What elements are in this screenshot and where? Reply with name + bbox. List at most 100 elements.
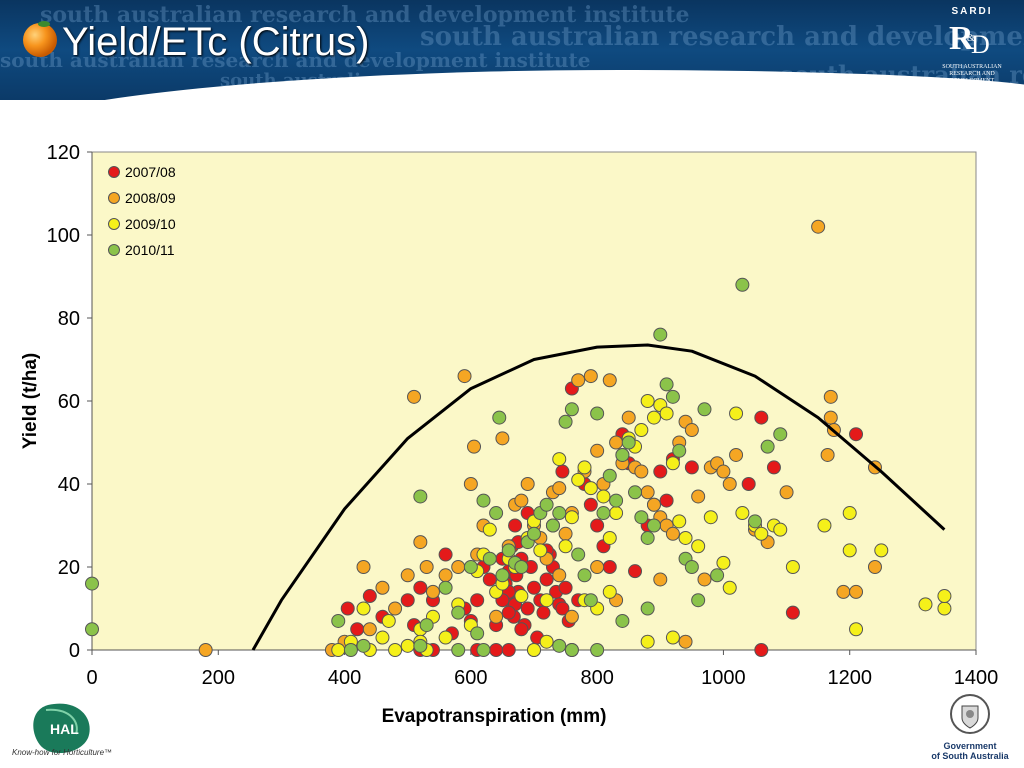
plot-area	[91, 151, 977, 651]
data-point-2010-11	[552, 506, 567, 521]
data-point-2008-09	[356, 560, 371, 574]
data-point-2009-10	[539, 593, 554, 608]
data-point-2008-09	[375, 580, 390, 595]
data-point-2007-08	[536, 605, 551, 620]
data-point-2009-10	[602, 584, 617, 599]
data-point-2007-08	[849, 427, 864, 442]
data-point-2008-09	[419, 560, 434, 574]
data-point-2007-08	[602, 560, 617, 574]
data-point-2010-11	[489, 506, 504, 521]
data-point-2009-10	[665, 456, 680, 471]
data-point-2009-10	[678, 530, 693, 545]
gov-line-1: Government	[943, 741, 997, 751]
x-tick-label: 0	[86, 667, 97, 689]
data-point-2009-10	[482, 522, 497, 537]
data-point-2009-10	[602, 530, 617, 545]
x-tick-label: 1400	[954, 667, 999, 689]
data-point-2009-10	[754, 526, 769, 541]
data-point-2010-11	[571, 547, 586, 562]
data-point-2010-11	[590, 643, 605, 657]
data-point-2010-11	[482, 551, 497, 566]
data-point-2008-09	[823, 389, 838, 404]
svg-text:D: D	[971, 30, 990, 59]
data-point-2009-10	[874, 543, 889, 558]
data-point-2010-11	[691, 593, 706, 608]
data-point-2009-10	[703, 510, 718, 525]
data-point-2008-09	[457, 369, 472, 384]
data-point-2009-10	[552, 452, 567, 467]
data-point-2007-08	[520, 601, 535, 616]
y-tick-label: 40	[58, 474, 80, 496]
data-point-2010-11	[665, 389, 680, 404]
data-point-2010-11	[476, 643, 491, 657]
data-point-2008-09	[413, 535, 428, 550]
data-point-2008-09	[823, 410, 838, 425]
data-point-2008-09	[590, 443, 605, 458]
data-point-2010-11	[564, 402, 579, 417]
data-point-2008-09	[602, 373, 617, 388]
data-point-2010-11	[646, 518, 661, 533]
data-point-2010-11	[615, 613, 630, 628]
data-point-2008-09	[678, 634, 693, 649]
data-point-2009-10	[735, 506, 750, 521]
data-point-2008-09	[665, 526, 680, 541]
x-tick-label: 800	[580, 667, 613, 689]
data-point-2010-11	[476, 493, 491, 508]
y-tick-label: 80	[58, 308, 80, 330]
data-point-2007-08	[628, 564, 643, 579]
data-point-2009-10	[558, 539, 573, 554]
data-point-2008-09	[362, 622, 377, 637]
data-point-2010-11	[640, 530, 655, 545]
data-point-2008-09	[451, 560, 466, 574]
data-point-2010-11	[710, 568, 725, 583]
legend-marker	[108, 218, 120, 230]
title-banner: south australian research and developmen…	[0, 0, 1024, 100]
data-point-2007-08	[555, 464, 570, 479]
data-point-2009-10	[577, 460, 592, 475]
data-point-2007-08	[785, 605, 800, 620]
data-point-2007-08	[489, 643, 504, 657]
data-point-2010-11	[527, 526, 541, 541]
data-point-2008-09	[779, 485, 794, 500]
data-point-2007-08	[438, 547, 453, 562]
page-title: Yield/ETc (Citrus)	[62, 20, 370, 64]
data-point-2009-10	[729, 406, 744, 421]
data-point-2009-10	[609, 506, 624, 521]
data-point-2008-09	[867, 560, 882, 574]
data-point-2009-10	[438, 630, 453, 645]
data-point-2007-08	[508, 518, 523, 533]
x-tick-label: 200	[202, 667, 235, 689]
data-point-2009-10	[646, 410, 661, 425]
data-point-2010-11	[558, 414, 573, 429]
data-point-2008-09	[697, 572, 712, 587]
data-point-2008-09	[467, 439, 482, 454]
hal-tagline: Know-how for Horticulture™	[12, 748, 113, 757]
data-point-2007-08	[684, 460, 699, 475]
y-tick-label: 20	[58, 557, 80, 579]
data-point-2010-11	[564, 643, 579, 657]
data-point-2009-10	[583, 481, 598, 496]
data-point-2010-11	[602, 468, 617, 483]
data-point-2009-10	[388, 643, 403, 657]
data-point-2007-08	[470, 593, 485, 608]
y-tick-label: 60	[58, 391, 80, 413]
data-point-2009-10	[665, 630, 680, 645]
y-tick-label: 120	[47, 142, 80, 164]
y-tick-label: 0	[69, 640, 80, 662]
data-point-2007-08	[527, 580, 541, 595]
data-point-2009-10	[356, 601, 371, 616]
sardi-name: SARDI	[951, 6, 993, 17]
sardi-subtitle: DEVELOPMENT	[949, 78, 995, 84]
sardi-logo: SARDI R D & SOUTH AUSTRALIAN RESEARCH AN…	[942, 6, 1002, 100]
data-point-2010-11	[697, 402, 712, 417]
x-tick-label: 400	[328, 667, 361, 689]
data-point-2010-11	[539, 497, 554, 512]
data-point-2008-09	[558, 526, 573, 541]
data-point-2010-11	[413, 489, 428, 504]
data-point-2010-11	[735, 277, 750, 292]
data-point-2008-09	[407, 389, 422, 404]
data-point-2009-10	[564, 510, 579, 525]
data-point-2010-11	[413, 638, 428, 653]
data-point-2008-09	[583, 369, 598, 384]
